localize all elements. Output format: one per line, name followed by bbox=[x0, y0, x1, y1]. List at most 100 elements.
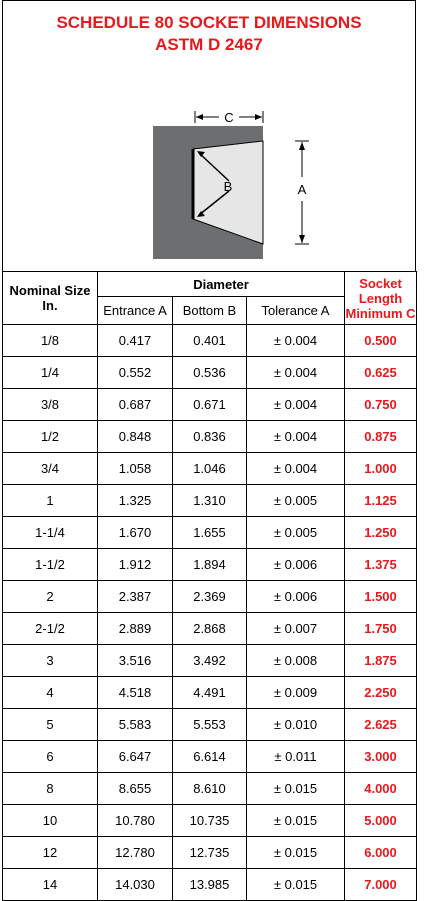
cell: ± 0.005 bbox=[245, 516, 346, 549]
title-box: SCHEDULE 80 SOCKET DIMENSIONS ASTM D 246… bbox=[2, 0, 416, 272]
socket-length: 1.375 bbox=[344, 548, 418, 581]
cell: 12 bbox=[2, 836, 98, 869]
socket-length: 4.000 bbox=[344, 772, 418, 805]
socket-length: 7.000 bbox=[344, 868, 418, 901]
table-row: 1/4 0.552 0.536 ± 0.004 0.625 bbox=[2, 356, 418, 389]
label-b: B bbox=[224, 179, 233, 194]
cell: 4 bbox=[2, 676, 98, 709]
cell: ± 0.015 bbox=[245, 772, 346, 805]
cell: 1 bbox=[2, 484, 98, 517]
cell: 10 bbox=[2, 804, 98, 837]
cell: 6.647 bbox=[97, 740, 173, 773]
cell: 3/4 bbox=[2, 452, 98, 485]
cell: 2.369 bbox=[172, 580, 247, 613]
subheader: Entrance A bbox=[97, 296, 173, 325]
cell: 14 bbox=[2, 868, 98, 901]
socket-length: 0.500 bbox=[344, 324, 418, 357]
cell: ± 0.015 bbox=[245, 804, 346, 837]
cell: 3.492 bbox=[172, 644, 247, 677]
cell: 1.670 bbox=[97, 516, 173, 549]
table-row: 3 3.516 3.492 ± 0.008 1.875 bbox=[2, 644, 418, 677]
cell: 2.889 bbox=[97, 612, 173, 645]
table-row: 2-1/2 2.889 2.868 ± 0.007 1.750 bbox=[2, 612, 418, 645]
table-row: 14 14.030 13.985 ± 0.015 7.000 bbox=[2, 868, 418, 901]
cell: 0.671 bbox=[172, 388, 247, 421]
cell: 0.848 bbox=[97, 420, 173, 453]
subtitle: ASTM D 2467 bbox=[155, 35, 263, 54]
arrow-b bbox=[198, 190, 230, 216]
cell: 14.030 bbox=[97, 868, 173, 901]
table-row: 3/8 0.687 0.671 ± 0.004 0.750 bbox=[2, 388, 418, 421]
socket-length: 1.500 bbox=[344, 580, 418, 613]
cell: 0.401 bbox=[172, 324, 247, 357]
cell: ± 0.004 bbox=[245, 420, 346, 453]
arrow-b bbox=[198, 152, 230, 182]
cell: 2-1/2 bbox=[2, 612, 98, 645]
socket-length: 3.000 bbox=[344, 740, 418, 773]
cell: ± 0.006 bbox=[245, 548, 346, 581]
socket-length: 1.000 bbox=[344, 452, 418, 485]
cell: 1/4 bbox=[2, 356, 98, 389]
cell: 0.536 bbox=[172, 356, 247, 389]
cell: 2.387 bbox=[97, 580, 173, 613]
cell: 12.780 bbox=[97, 836, 173, 869]
cell: 1.058 bbox=[97, 452, 173, 485]
cell: 5.553 bbox=[172, 708, 247, 741]
cell: ± 0.007 bbox=[245, 612, 346, 645]
cell: 5 bbox=[2, 708, 98, 741]
cell: 8.610 bbox=[172, 772, 247, 805]
cell: 3/8 bbox=[2, 388, 98, 421]
socket-length: 6.000 bbox=[344, 836, 418, 869]
cell: 1-1/2 bbox=[2, 548, 98, 581]
cell: 4.518 bbox=[97, 676, 173, 709]
socket-length: 0.750 bbox=[344, 388, 418, 421]
cell: 0.552 bbox=[97, 356, 173, 389]
cell: 6 bbox=[2, 740, 98, 773]
socket-length: 1.250 bbox=[344, 516, 418, 549]
cell: ± 0.005 bbox=[245, 484, 346, 517]
cell: 10.780 bbox=[97, 804, 173, 837]
socket-diagram: C B A bbox=[153, 110, 309, 259]
cell: 8 bbox=[2, 772, 98, 805]
cell: 1/2 bbox=[2, 420, 98, 453]
cell: 0.687 bbox=[97, 388, 173, 421]
cell: 13.985 bbox=[172, 868, 247, 901]
cell: 1.046 bbox=[172, 452, 247, 485]
cell: 1.655 bbox=[172, 516, 247, 549]
cell: 2 bbox=[2, 580, 98, 613]
cell: ± 0.010 bbox=[245, 708, 346, 741]
cell: 1-1/4 bbox=[2, 516, 98, 549]
table-row: 1/8 0.417 0.401 ± 0.004 0.500 bbox=[2, 324, 418, 357]
table-row: 1 1.325 1.310 ± 0.005 1.125 bbox=[2, 484, 418, 517]
table-row: 5 5.583 5.553 ± 0.010 2.625 bbox=[2, 708, 418, 741]
socket-length: 0.875 bbox=[344, 420, 418, 453]
dimensions-table: Nominal Size In. Diameter Socket Length … bbox=[2, 271, 418, 901]
cell: ± 0.015 bbox=[245, 868, 346, 901]
cell: ± 0.008 bbox=[245, 644, 346, 677]
socket-length: 0.625 bbox=[344, 356, 418, 389]
cell: 10.735 bbox=[172, 804, 247, 837]
header-diameter: Diameter bbox=[96, 271, 346, 297]
socket-length: 2.625 bbox=[344, 708, 418, 741]
header-nominal: Nominal Size In. bbox=[2, 271, 98, 325]
table-row: 3/4 1.058 1.046 ± 0.004 1.000 bbox=[2, 452, 418, 485]
cell: ± 0.015 bbox=[245, 836, 346, 869]
table-row: 10 10.780 10.735 ± 0.015 5.000 bbox=[2, 804, 418, 837]
socket-length: 1.125 bbox=[344, 484, 418, 517]
socket-length: 1.750 bbox=[344, 612, 418, 645]
table-row: 8 8.655 8.610 ± 0.015 4.000 bbox=[2, 772, 418, 805]
cell: 1/8 bbox=[2, 324, 98, 357]
cell: 12.735 bbox=[172, 836, 247, 869]
cell: ± 0.004 bbox=[245, 388, 346, 421]
arrowheads bbox=[196, 114, 262, 120]
header-socket: Socket Length Minimum C bbox=[344, 271, 418, 325]
cell: 6.614 bbox=[172, 740, 247, 773]
socket-length: 5.000 bbox=[344, 804, 418, 837]
table-row: 4 4.518 4.491 ± 0.009 2.250 bbox=[2, 676, 418, 709]
cell: 5.583 bbox=[97, 708, 173, 741]
subheader: Tolerance A bbox=[245, 296, 346, 325]
cell: 1.310 bbox=[172, 484, 247, 517]
title: SCHEDULE 80 SOCKET DIMENSIONS bbox=[56, 13, 362, 32]
cell: 1.912 bbox=[97, 548, 173, 581]
